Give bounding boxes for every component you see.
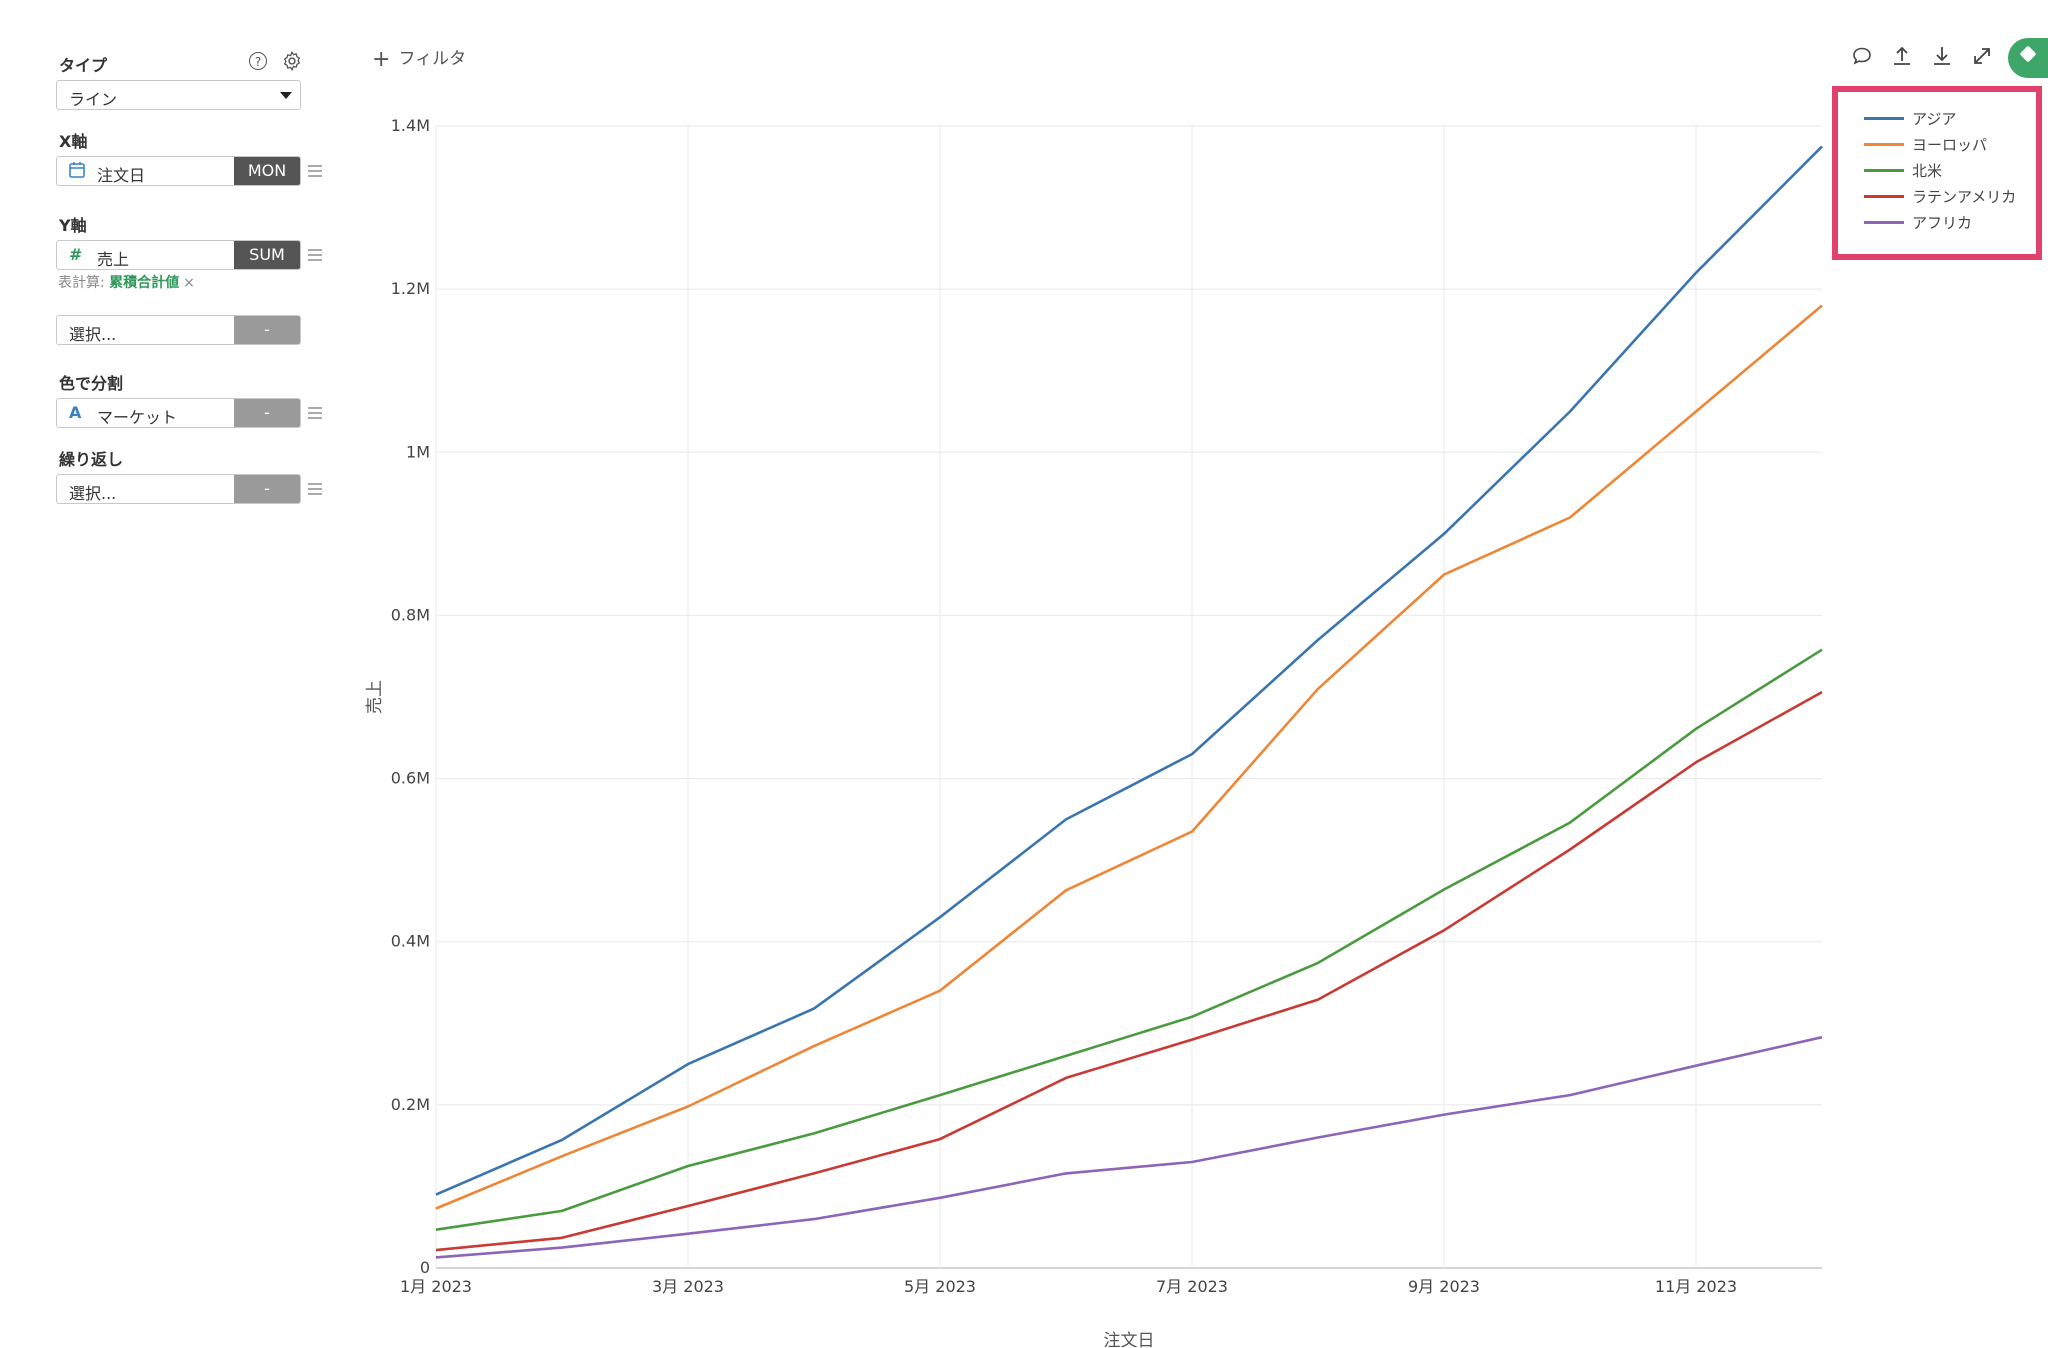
- chart-series: [435, 145, 1823, 1259]
- chart-grid: [435, 125, 1822, 1269]
- x-axis-aggregation[interactable]: MON: [234, 157, 300, 185]
- help-icon[interactable]: ?: [249, 52, 267, 70]
- y-axis-title: 売上: [365, 680, 385, 714]
- chart-axes: 0 0.2M 0.4M 0.6M 0.8M 1M 1.2M 1.4M 1月 2023 3月 202…: [365, 116, 1737, 1348]
- x-tick-label: 1月 2023: [400, 1277, 472, 1296]
- repeat-menu-icon[interactable]: [308, 483, 322, 495]
- extra-field-tag[interactable]: -: [234, 316, 300, 344]
- legend-label: 北米: [1912, 162, 1943, 180]
- legend-swatch: [1864, 169, 1904, 172]
- table-calc: 表計算: 累積合計値 ×: [58, 272, 195, 292]
- y-axis-menu-icon[interactable]: [308, 249, 322, 261]
- series-line: [435, 1035, 1823, 1259]
- chart-settings-panel: タイプ ? ライン X軸 注文日 MON Y軸 # 売上 SUM 表計算: 累積…: [0, 0, 340, 1348]
- table-calc-value[interactable]: 累積合計値: [109, 275, 180, 291]
- extra-field-select[interactable]: 選択... -: [56, 315, 301, 345]
- repeat-label: 繰り返し: [59, 450, 124, 469]
- legend-swatch: [1864, 143, 1904, 146]
- series-line: [435, 690, 1823, 1252]
- series-line: [435, 145, 1823, 1196]
- y-axis-aggregation[interactable]: SUM: [234, 241, 300, 269]
- y-tick-label: 0: [420, 1258, 430, 1277]
- filter-label: フィルタ: [398, 49, 467, 69]
- y-tick-label: 1M: [406, 442, 430, 461]
- x-tick-label: 9月 2023: [1408, 1277, 1480, 1296]
- color-split-menu-icon[interactable]: [308, 407, 322, 419]
- chevron-down-icon: [280, 92, 292, 99]
- x-axis-title: 注文日: [1104, 1331, 1155, 1348]
- legend-label: ヨーロッパ: [1912, 136, 1988, 154]
- y-tick-label: 0.6M: [391, 769, 430, 788]
- color-split-field[interactable]: A マーケット -: [56, 398, 301, 428]
- chart-type-select[interactable]: ライン: [56, 80, 301, 110]
- legend-swatch: [1864, 221, 1904, 224]
- x-axis-field[interactable]: 注文日 MON: [56, 156, 301, 186]
- y-tick-label: 0.4M: [391, 932, 430, 951]
- legend-swatch: [1864, 195, 1904, 198]
- x-tick-label: 11月 2023: [1655, 1277, 1737, 1296]
- table-calc-clear-icon[interactable]: ×: [183, 275, 195, 291]
- y-axis-field[interactable]: # 売上 SUM: [56, 240, 301, 270]
- legend-label: ラテンアメリカ: [1912, 188, 2017, 206]
- y-axis-label: Y軸: [59, 216, 87, 235]
- color-split-tag[interactable]: -: [234, 399, 300, 427]
- upload-icon[interactable]: [1890, 44, 1914, 68]
- y-tick-label: 1.2M: [391, 279, 430, 298]
- extra-field-placeholder: 選択...: [69, 325, 117, 344]
- chart-type-value: ライン: [69, 90, 118, 109]
- number-icon: #: [69, 245, 83, 264]
- line-chart: 0 0.2M 0.4M 0.6M 0.8M 1M 1.2M 1.4M 1月 2023 3月 202…: [365, 116, 1823, 1348]
- gear-icon[interactable]: [281, 50, 303, 72]
- x-tick-label: 3月 2023: [652, 1277, 724, 1296]
- chart-legend: アジアヨーロッパ北米ラテンアメリカ アフリカ: [1832, 86, 2042, 260]
- type-label: タイプ: [59, 56, 108, 75]
- y-axis-field-name: 売上: [97, 250, 130, 269]
- y-tick-label: 0.2M: [391, 1095, 430, 1114]
- y-tick-label: 0.8M: [391, 605, 430, 624]
- expand-icon[interactable]: [1970, 44, 1994, 68]
- x-axis-field-name: 注文日: [97, 166, 146, 185]
- x-tick-label: 5月 2023: [904, 1277, 976, 1296]
- color-split-label: 色で分割: [59, 374, 124, 393]
- download-icon[interactable]: [1930, 44, 1954, 68]
- table-calc-prefix: 表計算:: [58, 275, 105, 291]
- x-axis-label: X軸: [59, 132, 88, 151]
- legend-swatch: [1864, 117, 1904, 120]
- legend-label: アフリカ: [1912, 214, 1973, 232]
- text-type-icon: A: [69, 403, 82, 422]
- repeat-select[interactable]: 選択... -: [56, 474, 301, 504]
- repeat-placeholder: 選択...: [69, 484, 117, 503]
- comment-icon[interactable]: [1850, 44, 1874, 68]
- plus-icon: +: [372, 47, 391, 72]
- x-axis-menu-icon[interactable]: [308, 165, 322, 177]
- add-filter-button[interactable]: + フィルタ: [372, 44, 466, 72]
- series-line: [435, 304, 1823, 1210]
- calendar-icon: [69, 162, 85, 178]
- color-split-field-name: マーケット: [97, 408, 178, 427]
- avatar[interactable]: [2008, 38, 2048, 78]
- x-tick-label: 7月 2023: [1156, 1277, 1228, 1296]
- legend-label: アジア: [1912, 110, 1957, 128]
- y-tick-label: 1.4M: [391, 116, 430, 135]
- series-line: [435, 648, 1823, 1231]
- repeat-tag[interactable]: -: [234, 475, 300, 503]
